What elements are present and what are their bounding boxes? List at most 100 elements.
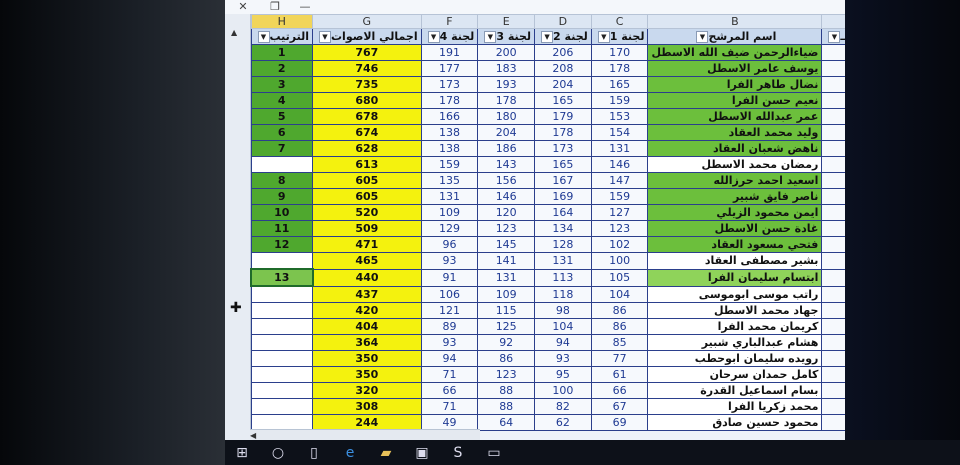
candidate-name-cell[interactable]: اسعيد احمد حرزالله <box>647 172 823 189</box>
total-votes-cell[interactable]: 767 <box>312 44 422 61</box>
candidate-number-cell[interactable]: 5 <box>821 252 845 270</box>
committee-votes-cell[interactable]: 49 <box>420 414 479 431</box>
candidate-name-cell[interactable]: راتب موسى ابوموسى <box>647 285 823 303</box>
column-header-a[interactable]: A <box>821 14 845 29</box>
committee-votes-cell[interactable]: 178 <box>420 92 479 109</box>
committee-votes-cell[interactable]: 204 <box>477 124 536 141</box>
committee-votes-cell[interactable]: 118 <box>534 285 592 303</box>
candidate-name-cell[interactable]: وليد محمد العقاد <box>647 124 823 141</box>
total-votes-cell[interactable]: 244 <box>312 414 422 431</box>
committee-votes-cell[interactable]: 102 <box>590 236 649 253</box>
candidate-number-cell[interactable]: 17 <box>821 414 845 431</box>
total-votes-cell[interactable]: 674 <box>312 124 422 141</box>
candidate-number-cell[interactable]: 11 <box>821 108 845 125</box>
rank-cell[interactable] <box>250 318 313 335</box>
committee-votes-cell[interactable]: 115 <box>477 302 536 319</box>
candidate-number-cell[interactable]: 2 <box>821 172 845 189</box>
header-cell-a[interactable]: رقم المرشـ▼ <box>821 28 845 45</box>
candidate-name-cell[interactable]: هشام عبدالباري شبير <box>647 334 823 351</box>
rank-cell[interactable]: 1 <box>250 44 313 61</box>
committee-votes-cell[interactable]: 66 <box>420 382 479 399</box>
committee-votes-cell[interactable]: 94 <box>420 350 479 367</box>
committee-votes-cell[interactable]: 89 <box>420 318 479 335</box>
candidate-name-cell[interactable]: يوسف عامر الاسطل <box>647 60 823 77</box>
committee-votes-cell[interactable]: 154 <box>590 124 649 141</box>
candidate-name-cell[interactable]: نعيم حسن الفرا <box>647 92 823 109</box>
rank-cell[interactable]: 6 <box>250 124 313 141</box>
committee-votes-cell[interactable]: 120 <box>477 204 536 221</box>
committee-votes-cell[interactable]: 147 <box>590 172 649 189</box>
candidate-number-cell[interactable]: 6 <box>821 302 845 319</box>
committee-votes-cell[interactable]: 178 <box>477 92 536 109</box>
committee-votes-cell[interactable]: 61 <box>590 366 649 383</box>
committee-votes-cell[interactable]: 159 <box>590 92 649 109</box>
committee-votes-cell[interactable]: 109 <box>420 204 479 221</box>
total-votes-cell[interactable]: 420 <box>312 302 422 319</box>
filter-dropdown-icon[interactable]: ▼ <box>319 31 331 43</box>
header-cell-g[interactable]: اجمالي الاصوات▼ <box>312 28 422 45</box>
candidate-name-cell[interactable]: غادة حسن الاسطل <box>647 220 823 237</box>
column-header-c[interactable]: C <box>590 14 649 29</box>
total-votes-cell[interactable]: 520 <box>312 204 422 221</box>
column-header-f[interactable]: F <box>420 14 479 29</box>
committee-votes-cell[interactable]: 165 <box>534 92 592 109</box>
candidate-number-cell[interactable]: 22 <box>821 334 845 351</box>
candidate-number-cell[interactable]: 14 <box>821 366 845 383</box>
committee-votes-cell[interactable]: 105 <box>590 268 649 287</box>
committee-votes-cell[interactable]: 134 <box>534 220 592 237</box>
rank-cell[interactable]: 4 <box>250 92 313 109</box>
committee-votes-cell[interactable]: 71 <box>420 366 479 383</box>
column-header-h[interactable]: H <box>250 14 313 29</box>
column-header-g[interactable]: G <box>312 14 422 29</box>
committee-votes-cell[interactable]: 77 <box>590 350 649 367</box>
committee-votes-cell[interactable]: 159 <box>420 156 479 173</box>
total-votes-cell[interactable]: 680 <box>312 92 422 109</box>
committee-votes-cell[interactable]: 109 <box>477 285 536 303</box>
committee-votes-cell[interactable]: 208 <box>534 60 592 77</box>
candidate-name-cell[interactable]: بسام اسماعيل القدرة <box>647 382 823 399</box>
committee-votes-cell[interactable]: 88 <box>477 398 536 415</box>
candidate-number-cell[interactable]: 19 <box>821 140 845 157</box>
rank-cell[interactable]: 3 <box>250 76 313 93</box>
committee-votes-cell[interactable]: 104 <box>534 318 592 335</box>
total-votes-cell[interactable]: 613 <box>312 156 422 173</box>
committee-votes-cell[interactable]: 71 <box>420 398 479 415</box>
column-header-b[interactable]: B <box>647 14 823 29</box>
total-votes-cell[interactable]: 465 <box>312 252 422 270</box>
committee-votes-cell[interactable]: 169 <box>534 188 592 205</box>
header-cell-b[interactable]: اسم المرشح▼ <box>647 28 823 45</box>
committee-votes-cell[interactable]: 86 <box>590 318 649 335</box>
committee-votes-cell[interactable]: 104 <box>590 285 649 303</box>
candidate-name-cell[interactable]: فتحي مسعود العقاد <box>647 236 823 253</box>
committee-votes-cell[interactable]: 82 <box>534 398 592 415</box>
candidate-number-cell[interactable]: 10 <box>821 44 845 61</box>
candidate-name-cell[interactable]: كامل حمدان سرحان <box>647 366 823 383</box>
committee-votes-cell[interactable]: 62 <box>534 414 592 431</box>
rank-cell[interactable] <box>250 398 313 415</box>
edge-icon[interactable]: e <box>345 445 355 461</box>
committee-votes-cell[interactable]: 131 <box>420 188 479 205</box>
candidate-number-cell[interactable]: 9 <box>821 350 845 367</box>
total-votes-cell[interactable]: 605 <box>312 188 422 205</box>
committee-votes-cell[interactable]: 94 <box>534 334 592 351</box>
committee-votes-cell[interactable]: 129 <box>420 220 479 237</box>
committee-votes-cell[interactable]: 88 <box>477 382 536 399</box>
header-cell-c[interactable]: لجنة 1▼ <box>590 28 649 45</box>
header-cell-e[interactable]: لجنة 3▼ <box>477 28 536 45</box>
rank-cell[interactable]: 7 <box>250 140 313 157</box>
committee-votes-cell[interactable]: 164 <box>534 204 592 221</box>
minimize-icon[interactable]: — <box>299 0 311 13</box>
committee-votes-cell[interactable]: 93 <box>534 350 592 367</box>
filter-dropdown-icon[interactable]: ▼ <box>828 31 841 43</box>
committee-votes-cell[interactable]: 106 <box>420 285 479 303</box>
candidate-number-cell[interactable]: 1 <box>821 268 845 287</box>
total-votes-cell[interactable]: 605 <box>312 172 422 189</box>
committee-votes-cell[interactable]: 183 <box>477 60 536 77</box>
committee-votes-cell[interactable]: 95 <box>534 366 592 383</box>
committee-votes-cell[interactable]: 135 <box>420 172 479 189</box>
total-votes-cell[interactable]: 678 <box>312 108 422 125</box>
committee-votes-cell[interactable]: 123 <box>590 220 649 237</box>
committee-votes-cell[interactable]: 191 <box>420 44 479 61</box>
candidate-name-cell[interactable]: ابتسام سليمان الفرا <box>647 268 823 287</box>
committee-votes-cell[interactable]: 123 <box>477 220 536 237</box>
